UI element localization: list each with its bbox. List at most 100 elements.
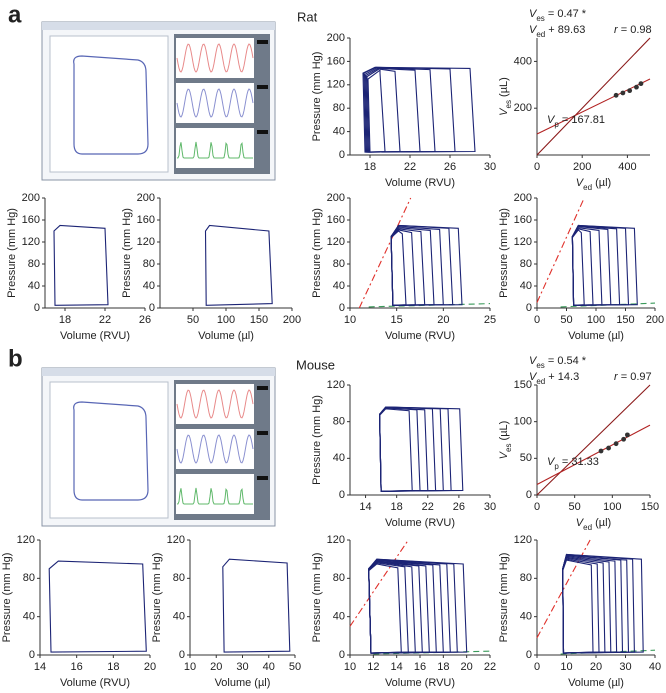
- y-tick-label: 80: [333, 572, 345, 584]
- y-tick-label: 80: [23, 572, 35, 584]
- pv-loop: [48, 560, 147, 653]
- y-tick-label: 0: [339, 649, 345, 661]
- screenshot-trace-btn: [257, 431, 268, 435]
- x-axis-label: Volume (µl): [198, 330, 254, 342]
- screenshot-trace: [176, 389, 254, 419]
- r-value: r = 0.98: [614, 24, 652, 36]
- x-tick-label: 30: [236, 661, 248, 673]
- x-tick-label: 150: [250, 314, 268, 326]
- y-tick-label: 40: [23, 611, 35, 623]
- text-part: es: [536, 14, 544, 23]
- x-tick-label: 50: [569, 501, 581, 513]
- text-part: ed: [583, 523, 592, 532]
- x-tick-label: 22: [404, 161, 416, 173]
- y-tick-label: 80: [520, 258, 532, 270]
- panel-title: Rat: [297, 9, 318, 24]
- x-tick-label: 0: [534, 661, 540, 673]
- pv-loop: [364, 67, 436, 153]
- y-tick-label: 80: [333, 416, 345, 428]
- y-tick-label: 120: [17, 534, 35, 546]
- x-tick-label: 30: [484, 161, 496, 173]
- y-tick-label: 200: [514, 192, 532, 204]
- fit-line: [536, 384, 651, 496]
- y-tick-label: 0: [339, 149, 345, 161]
- x-tick-label: 100: [217, 314, 235, 326]
- x-tick-label: 10: [184, 661, 196, 673]
- text-part: (µL): [498, 77, 510, 100]
- y-tick-label: 40: [143, 280, 155, 292]
- r-value: r = 0.97: [614, 371, 652, 383]
- y-tick-label: 160: [327, 214, 345, 226]
- x-tick-label: 12: [367, 661, 379, 673]
- pv-loop: [365, 67, 421, 153]
- text-part: = 0.47 *: [545, 8, 587, 20]
- y-tick-label: 200: [514, 102, 532, 114]
- fit-line: [536, 78, 651, 135]
- y-tick-label: 120: [327, 534, 345, 546]
- y-tick-label: 0: [149, 302, 155, 314]
- y-tick-label: 40: [520, 611, 532, 623]
- screenshot-trace-btn: [257, 130, 268, 134]
- y-axis-label: Pressure (mm Hg): [498, 208, 510, 298]
- data-point: [606, 445, 611, 451]
- y-tick-label: 0: [34, 302, 40, 314]
- y-tick-label: 120: [327, 379, 345, 391]
- x-tick-label: 15: [391, 314, 403, 326]
- text-part: es: [504, 444, 513, 452]
- x-tick-label: 14: [359, 501, 371, 513]
- pv-loop: [379, 407, 421, 492]
- x-tick-label: 0: [534, 161, 540, 173]
- x-tick-label: 10: [344, 314, 356, 326]
- y-axis-label: Pressure (mm Hg): [6, 208, 18, 298]
- screenshot-plot: [49, 35, 169, 173]
- x-tick-label: 14: [34, 661, 46, 673]
- text-part: ed: [583, 183, 592, 192]
- pv-loop: [379, 408, 413, 492]
- data-point: [627, 88, 633, 94]
- y-tick-label: 40: [333, 611, 345, 623]
- pv-loop: [562, 555, 618, 654]
- text-part: ed: [536, 30, 545, 39]
- y-tick-label: 0: [339, 489, 345, 501]
- y-tick-label: 0: [29, 649, 35, 661]
- y-tick-label: 400: [514, 55, 532, 67]
- screenshot-trace: [176, 434, 254, 464]
- y-axis-label: Ves (µL): [498, 77, 513, 116]
- y-tick-label: 0: [339, 302, 345, 314]
- y-tick-label: 80: [333, 102, 345, 114]
- y-tick-label: 0: [526, 489, 532, 501]
- y-tick-label: 40: [28, 280, 40, 292]
- x-tick-label: 20: [437, 314, 449, 326]
- x-axis-label: Volume (RVU): [385, 330, 455, 342]
- y-tick-label: 0: [526, 649, 532, 661]
- y-tick-label: 120: [167, 534, 185, 546]
- text-part: (µl): [592, 177, 611, 189]
- screenshot-loop: [73, 401, 149, 501]
- screenshot-trace-btn: [257, 40, 268, 44]
- x-axis-label: Ved (µl): [576, 177, 611, 192]
- y-tick-label: 120: [514, 236, 532, 248]
- y-tick-label: 80: [143, 258, 155, 270]
- screenshot-loop: [73, 55, 149, 155]
- pv-loop: [368, 559, 451, 654]
- x-axis-label: Volume (RVU): [60, 330, 130, 342]
- data-point: [621, 436, 627, 442]
- axis-frame: [349, 38, 490, 156]
- data-point: [613, 441, 619, 447]
- screenshot-toolbar: [42, 22, 275, 30]
- x-tick-label: 22: [484, 661, 496, 673]
- x-axis-label: Volume (RVU): [385, 177, 455, 189]
- data-point: [620, 90, 626, 96]
- fit-line: [536, 197, 585, 303]
- x-tick-label: 40: [263, 661, 275, 673]
- y-tick-label: 50: [520, 452, 532, 464]
- text-part: V: [498, 450, 510, 459]
- text-part: V: [547, 456, 556, 468]
- screenshot-trace: [176, 141, 253, 159]
- y-tick-label: 200: [327, 32, 345, 44]
- screenshot-trace-btn: [257, 386, 268, 390]
- y-axis-label: Pressure (mm Hg): [311, 553, 323, 643]
- x-tick-label: 22: [99, 314, 111, 326]
- x-tick-label: 18: [59, 314, 71, 326]
- x-tick-label: 40: [649, 661, 661, 673]
